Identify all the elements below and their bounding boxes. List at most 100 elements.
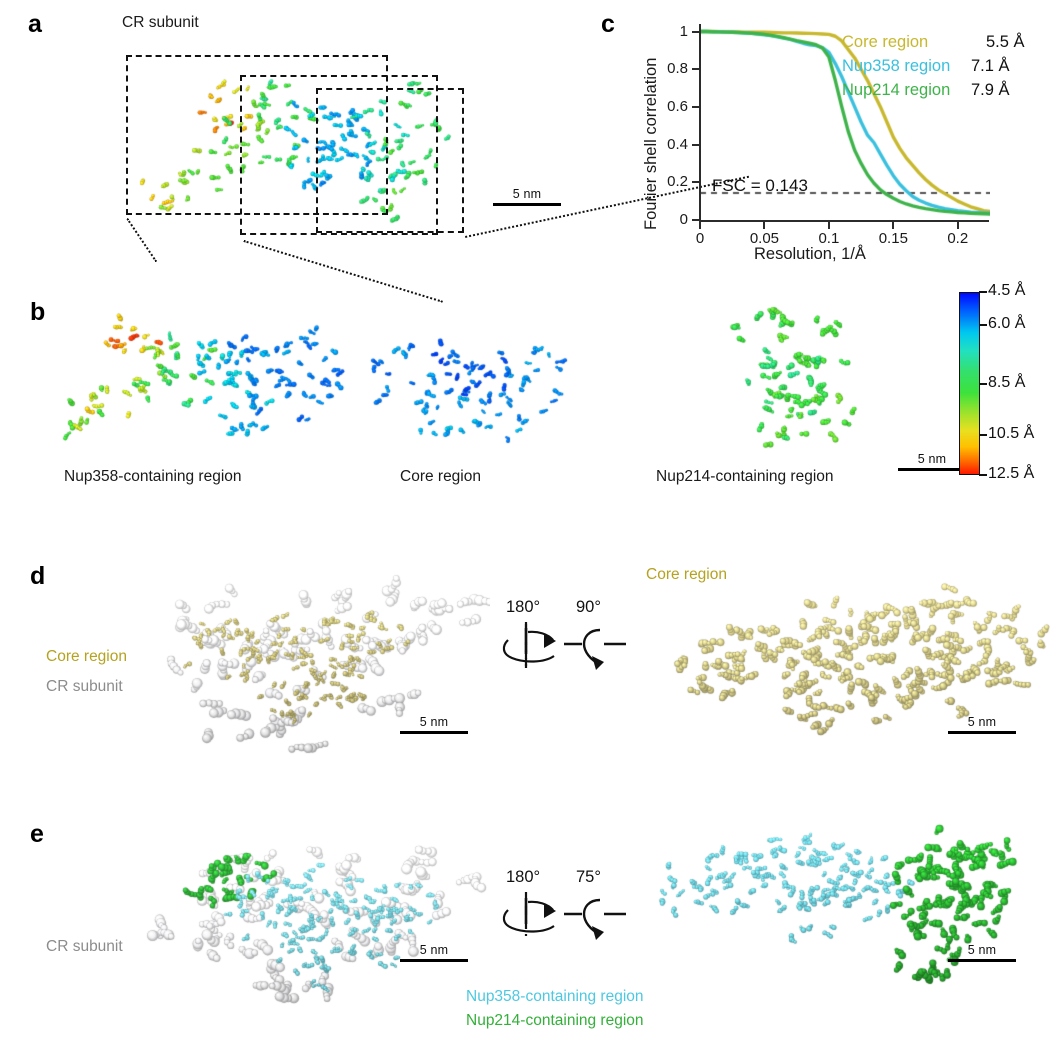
panel-e-right-density <box>650 810 1050 1010</box>
panel-a-scalebar-label: 5 nm <box>512 187 542 201</box>
panel-letter-e: e <box>30 820 44 848</box>
fsc-y-tick <box>692 68 700 71</box>
fsc-y-tick <box>692 30 700 33</box>
panel-letter-d: d <box>30 562 46 590</box>
fsc-y-tick-label: 0.6 <box>667 97 688 115</box>
panel-a-scalebar: 5 nm <box>493 188 561 206</box>
panel-d-rotation-90-label: 90° <box>576 598 601 616</box>
rotate-vertical-axis-icon <box>502 622 555 668</box>
panel-letter-c: c <box>601 10 615 38</box>
panel-e-rotation-75-label: 75° <box>576 868 601 886</box>
panel-d-rotation-180-label: 180° <box>506 598 541 616</box>
colorbar-tick <box>979 474 987 476</box>
fsc-x-tick-label: 0 <box>695 230 705 247</box>
panel-e-left-density <box>130 820 490 1020</box>
fsc-chart: Fourier shell correlation 0 0.2 0.4 0.6 0.8 1… <box>636 16 1056 263</box>
panel-e-scalebar-right: 5 nm <box>948 944 1016 962</box>
rotate-arrow-head-2 <box>592 926 604 940</box>
panel-letter-b: b <box>30 298 46 326</box>
local-resolution-colorbar <box>959 292 980 475</box>
fsc-plot-canvas <box>700 24 990 220</box>
panel-e-label-nup358: Nup358-containing region <box>466 988 644 1005</box>
panel-a-box-nup214 <box>316 88 464 233</box>
fsc-y-tick <box>692 105 700 108</box>
panel-d-right-density <box>650 560 1050 755</box>
fsc-x-axis-title: Resolution, 1/Å <box>754 245 866 263</box>
fsc-y-tick-label: 0.8 <box>667 60 688 78</box>
panel-b-scalebar-label: 5 nm <box>917 452 947 466</box>
panel-e-scalebar-left: 5 nm <box>400 944 468 962</box>
fsc-y-tick <box>692 181 700 184</box>
fsc-legend-name-0: Core region <box>842 33 929 51</box>
panel-e-rotation-180-label: 180° <box>506 868 541 886</box>
fsc-legend-row-1: Nup358 region 7.1 Å <box>842 57 1010 75</box>
panel-a-box-nup358 <box>126 55 388 215</box>
panel-d-scalebar-right-rule <box>948 730 1016 734</box>
panel-a-scalebar-rule <box>493 202 561 206</box>
rotate-arrow-head-2 <box>592 656 604 670</box>
fsc-x-tick <box>763 222 766 229</box>
fsc-legend-row-2: Nup214 region 7.9 Å <box>842 81 1010 99</box>
panel-e-scalebar-left-rule <box>400 958 468 962</box>
fsc-x-tick <box>892 222 895 229</box>
colorbar-tick <box>979 433 987 436</box>
panel-e-label-nup214: Nup214-containing region <box>466 1012 644 1029</box>
panel-b-caption-core: Core region <box>400 468 481 485</box>
colorbar-tick-label: 4.5 Å <box>988 282 1026 299</box>
fsc-legend-name-1: Nup358 region <box>842 57 951 75</box>
panel-a-box-core <box>240 75 438 235</box>
panel-d-rotation-icons <box>502 622 626 670</box>
fsc-x-tick-label: 0.15 <box>878 230 908 247</box>
colorbar-tick <box>979 323 987 326</box>
fsc-x-tick-label: 0.2 <box>947 230 969 247</box>
colorbar-tick-label: 12.5 Å <box>988 465 1035 482</box>
fsc-legend-value-1: 7.1 Å <box>971 57 1010 75</box>
fsc-x-tick-label: 0.1 <box>818 230 840 247</box>
fsc-threshold-label: FSC = 0.143 <box>712 176 808 195</box>
panel-d-right-label-core-region: Core region <box>646 566 727 583</box>
fsc-x-tick-label: 0.05 <box>749 230 780 247</box>
fsc-y-tick <box>692 219 700 221</box>
fsc-y-tick <box>692 143 700 146</box>
fsc-x-tick <box>827 222 830 229</box>
panel-b-density-core <box>352 320 582 455</box>
panel-e-scalebar-left-label: 5 nm <box>419 943 449 957</box>
panel-e-scalebar-right-rule <box>948 958 1016 962</box>
fsc-x-tick <box>699 222 701 229</box>
rotate-vertical-axis-icon <box>502 892 555 936</box>
fsc-legend-value-0: 5.5 Å <box>986 33 1025 51</box>
panel-a-title: CR subunit <box>122 14 199 31</box>
fsc-y-tick-label: 1 <box>679 22 688 40</box>
panel-b-density-nup358 <box>58 305 348 445</box>
colorbar-tick <box>979 291 987 293</box>
fsc-x-tick <box>956 222 959 229</box>
colorbar-tick-label: 8.5 Å <box>988 373 1026 391</box>
panel-d-label-cr-subunit: CR subunit <box>46 678 123 695</box>
panel-d-label-core-region: Core region <box>46 648 127 665</box>
fsc-y-tick-label: 0.4 <box>667 135 688 153</box>
panel-b-caption-nup214: Nup214-containing region <box>656 468 834 485</box>
panel-d-scalebar-right: 5 nm <box>948 716 1016 734</box>
panel-letter-a: a <box>28 10 42 38</box>
panel-e-label-cr-subunit: CR subunit <box>46 938 123 955</box>
rotate-arc-1 <box>527 900 554 911</box>
panel-d-scalebar-left-label: 5 nm <box>419 715 449 729</box>
panel-e-rotation-icons <box>502 892 626 940</box>
panel-d-scalebar-left-rule <box>400 730 468 734</box>
rotate-horizontal-axis-icon <box>582 628 626 666</box>
panel-e-scalebar-right-label: 5 nm <box>967 943 997 957</box>
colorbar-tick-label: 6.0 Å <box>988 314 1026 332</box>
fsc-y-tick-label: 0 <box>679 211 688 228</box>
fsc-legend-name-2: Nup214 region <box>842 81 951 99</box>
colorbar-tick <box>979 382 987 385</box>
rotate-horizontal-axis-icon <box>582 898 626 936</box>
panel-b-caption-nup358: Nup358-containing region <box>64 468 242 485</box>
panel-d-scalebar-right-label: 5 nm <box>967 715 997 729</box>
panel-b-density-nup214 <box>690 295 890 465</box>
panel-d-left-density <box>130 560 490 760</box>
rotate-arrow-head-1 <box>544 634 556 648</box>
panel-a-density-map <box>128 52 458 232</box>
fsc-legend-row-0: Core region 5.5 Å <box>842 33 1025 51</box>
fsc-x-axis-line <box>699 220 989 222</box>
